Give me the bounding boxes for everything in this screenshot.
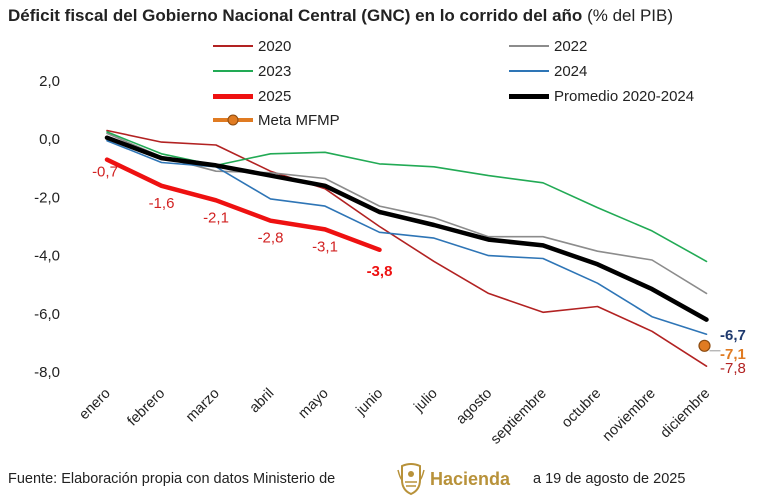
- legend-item-2025: 2025: [213, 87, 291, 105]
- date-note: a 19 de agosto de 2025: [533, 471, 686, 487]
- x-tick-label: diciembre: [658, 386, 714, 442]
- legend-swatch-2020: [213, 45, 253, 47]
- data-label-2025: -2,8: [258, 230, 284, 247]
- legend-swatch-promedio: [509, 93, 549, 99]
- coat-of-arms-icon: [397, 463, 425, 496]
- x-tick-label: mayo: [295, 386, 331, 422]
- legend-swatch-2025: [213, 93, 253, 99]
- legend-label-promedio: Promedio 2020-2024: [554, 87, 695, 105]
- legend-label-2020: 2020: [258, 37, 292, 55]
- legend-item-promedio: Promedio 2020-2024: [509, 87, 694, 105]
- legend-label-meta: Meta MFMP: [258, 111, 340, 129]
- legend-label-2022: 2022: [554, 37, 588, 55]
- end-label: -7,8: [720, 360, 746, 377]
- meta-mfmp-marker: [698, 339, 711, 352]
- data-label-2025: -1,6: [149, 195, 175, 212]
- x-tick-label: marzo: [183, 386, 223, 426]
- chart-title-unit: (% del PIB): [587, 6, 674, 25]
- legend-meta-marker-icon: [227, 114, 239, 126]
- hacienda-logo: Hacienda: [396, 462, 510, 496]
- series-line-promedio-2020-2024: [104, 135, 709, 322]
- legend-item-2023: 2023: [213, 62, 291, 80]
- y-tick-label: -6,0: [34, 306, 60, 323]
- series-line-2024: [106, 139, 708, 336]
- x-tick-label: julio: [411, 386, 441, 416]
- end-label: -7,1: [720, 346, 746, 363]
- x-tick-label: junio: [353, 386, 387, 420]
- x-tick-label: febrero: [125, 386, 169, 430]
- data-label-2025: -3,8: [367, 263, 393, 280]
- series-line-2025: [104, 157, 382, 253]
- legend-swatch-2023: [213, 70, 253, 72]
- source-note: Fuente: Elaboración propia con datos Min…: [8, 471, 336, 487]
- y-tick-label: 0,0: [39, 131, 60, 148]
- legend-label-2025: 2025: [258, 87, 292, 105]
- y-tick-label: 2,0: [39, 73, 60, 90]
- legend-item-2022: 2022: [509, 37, 587, 55]
- data-label-2025: -0,7: [92, 164, 118, 181]
- x-tick-label: enero: [76, 386, 114, 424]
- x-tick-label: octubre: [559, 386, 605, 432]
- legend-item-meta: Meta MFMP: [213, 111, 340, 129]
- legend-swatch-2022: [509, 45, 549, 47]
- legend-label-2024: 2024: [554, 62, 588, 80]
- x-tick-label: septiembre: [488, 386, 550, 448]
- y-tick-label: -8,0: [34, 364, 60, 381]
- y-tick-label: -2,0: [34, 189, 60, 206]
- legend-item-2024: 2024: [509, 62, 587, 80]
- data-label-2025: -3,1: [312, 238, 338, 255]
- data-label-2025: -2,1: [203, 209, 229, 226]
- x-tick-label: noviembre: [600, 386, 659, 445]
- logo-text: Hacienda: [430, 468, 511, 489]
- legend-swatch-2024: [509, 70, 549, 72]
- x-tick-label: abril: [247, 386, 278, 417]
- series-line-2022: [106, 132, 708, 295]
- legend-item-2020: 2020: [213, 37, 291, 55]
- series-line-2020: [106, 129, 708, 368]
- chart-title: Déficit fiscal del Gobierno Nacional Cen…: [8, 6, 673, 26]
- chart-title-main: Déficit fiscal del Gobierno Nacional Cen…: [8, 6, 583, 25]
- y-tick-label: -4,0: [34, 248, 60, 265]
- end-label: -6,7: [720, 327, 746, 344]
- legend-label-2023: 2023: [258, 62, 292, 80]
- legend-swatch-meta: [213, 114, 253, 126]
- x-tick-label: agosto: [453, 386, 495, 428]
